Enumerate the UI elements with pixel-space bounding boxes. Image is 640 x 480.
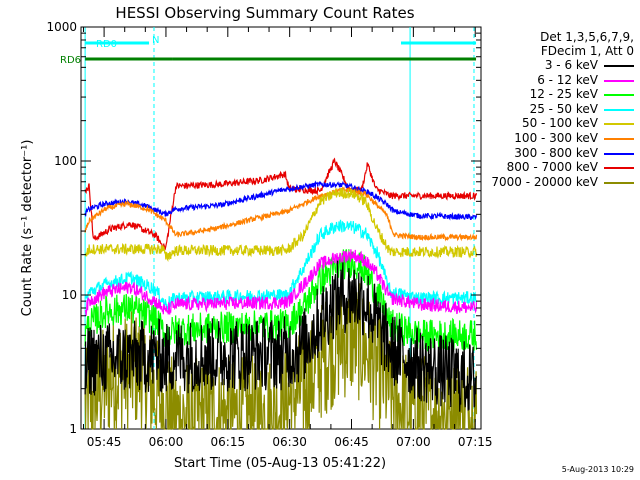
legend-header-1: Det 1,3,5,6,7,9,	[540, 30, 634, 44]
legend-swatch-0	[604, 65, 634, 67]
legend-header-2: FDecim 1, Att 0	[540, 44, 634, 58]
legend-label-2: 12 - 25 keV	[529, 87, 598, 102]
timestamp: 5-Aug-2013 10:29	[561, 465, 634, 474]
legend-entry-5: 100 - 300 keV	[474, 131, 634, 146]
series-line-0	[84, 260, 478, 412]
legend-entry-3: 25 - 50 keV	[474, 102, 634, 117]
status-bar-label-rd6: RD6	[60, 55, 81, 66]
legend-entry-8: 7000 - 20000 keV	[474, 175, 634, 190]
y-tick-label-3: 1000	[46, 20, 77, 34]
x-tick-label-4: 06:45	[334, 435, 369, 449]
legend-swatch-5	[604, 137, 634, 140]
legend-swatch-3	[604, 108, 634, 111]
legend-entry-2: 12 - 25 keV	[474, 87, 634, 102]
legend-label-5: 100 - 300 keV	[514, 130, 598, 145]
x-tick-label-2: 06:15	[211, 435, 246, 449]
x-tick-label-6: 07:15	[458, 435, 493, 449]
legend-label-6: 300 - 800 keV	[514, 145, 598, 160]
series-line-5	[84, 186, 478, 242]
series-line-3	[84, 219, 477, 311]
legend-entry-6: 300 - 800 keV	[474, 146, 634, 161]
x-tick-label-3: 06:30	[272, 435, 307, 449]
chart-title: HESSI Observing Summary Count Rates	[115, 4, 414, 22]
legend-entry-4: 50 - 100 keV	[474, 116, 634, 131]
legend-entries: 3 - 6 keV 6 - 12 keV 12 - 25 keV 25 - 50 ke…	[474, 58, 634, 189]
y-axis-label: Count Rate (s⁻¹ detector⁻¹)	[20, 140, 35, 317]
legend-swatch-2	[604, 94, 634, 97]
legend-label-1: 6 - 12 keV	[537, 72, 598, 87]
series-line-6	[84, 180, 478, 221]
series-line-7	[84, 157, 478, 251]
series-group	[84, 157, 478, 430]
legend-label-8: 7000 - 20000 keV	[491, 174, 598, 189]
status-bar-label-rd0: RD0	[96, 39, 117, 50]
legend-label-0: 3 - 6 keV	[544, 58, 598, 72]
legend-entry-7: 800 - 7000 keV	[474, 160, 634, 175]
series-line-4	[84, 187, 478, 262]
x-tick-label-5: 07:00	[396, 435, 431, 449]
axes: 1 10 100 1000 05:45 06:00 06:15 06:30 06:45 07:00…	[46, 20, 492, 449]
legend-swatch-6	[604, 152, 634, 155]
legend-entry-1: 6 - 12 keV	[474, 73, 634, 88]
y-tick-label-2: 100	[54, 154, 77, 168]
x-axis-label: Start Time (05-Aug-13 05:41:22)	[174, 456, 386, 471]
legend-label-7: 800 - 7000 keV	[506, 160, 598, 175]
series-line-2	[84, 249, 478, 352]
y-tick-label-1: 10	[62, 288, 77, 302]
legend-swatch-4	[604, 123, 634, 126]
legend-swatch-8	[604, 181, 634, 184]
x-tick-label-1: 06:00	[149, 435, 184, 449]
legend-entry-0: 3 - 6 keV	[474, 58, 634, 73]
status-bars: RD0 RD6 N	[60, 35, 477, 66]
legend-label-3: 25 - 50 keV	[529, 101, 598, 116]
x-tick-label-0: 05:45	[87, 435, 122, 449]
legend: Det 1,3,5,6,7,9, FDecim 1, Att 0 3 - 6 k…	[474, 30, 634, 189]
legend-swatch-7	[604, 167, 634, 170]
legend-swatch-1	[604, 79, 634, 82]
series-line-1	[84, 249, 478, 316]
status-bar-flag: N	[152, 35, 159, 46]
legend-label-4: 50 - 100 keV	[521, 116, 598, 131]
y-tick-label-0: 1	[69, 422, 77, 436]
